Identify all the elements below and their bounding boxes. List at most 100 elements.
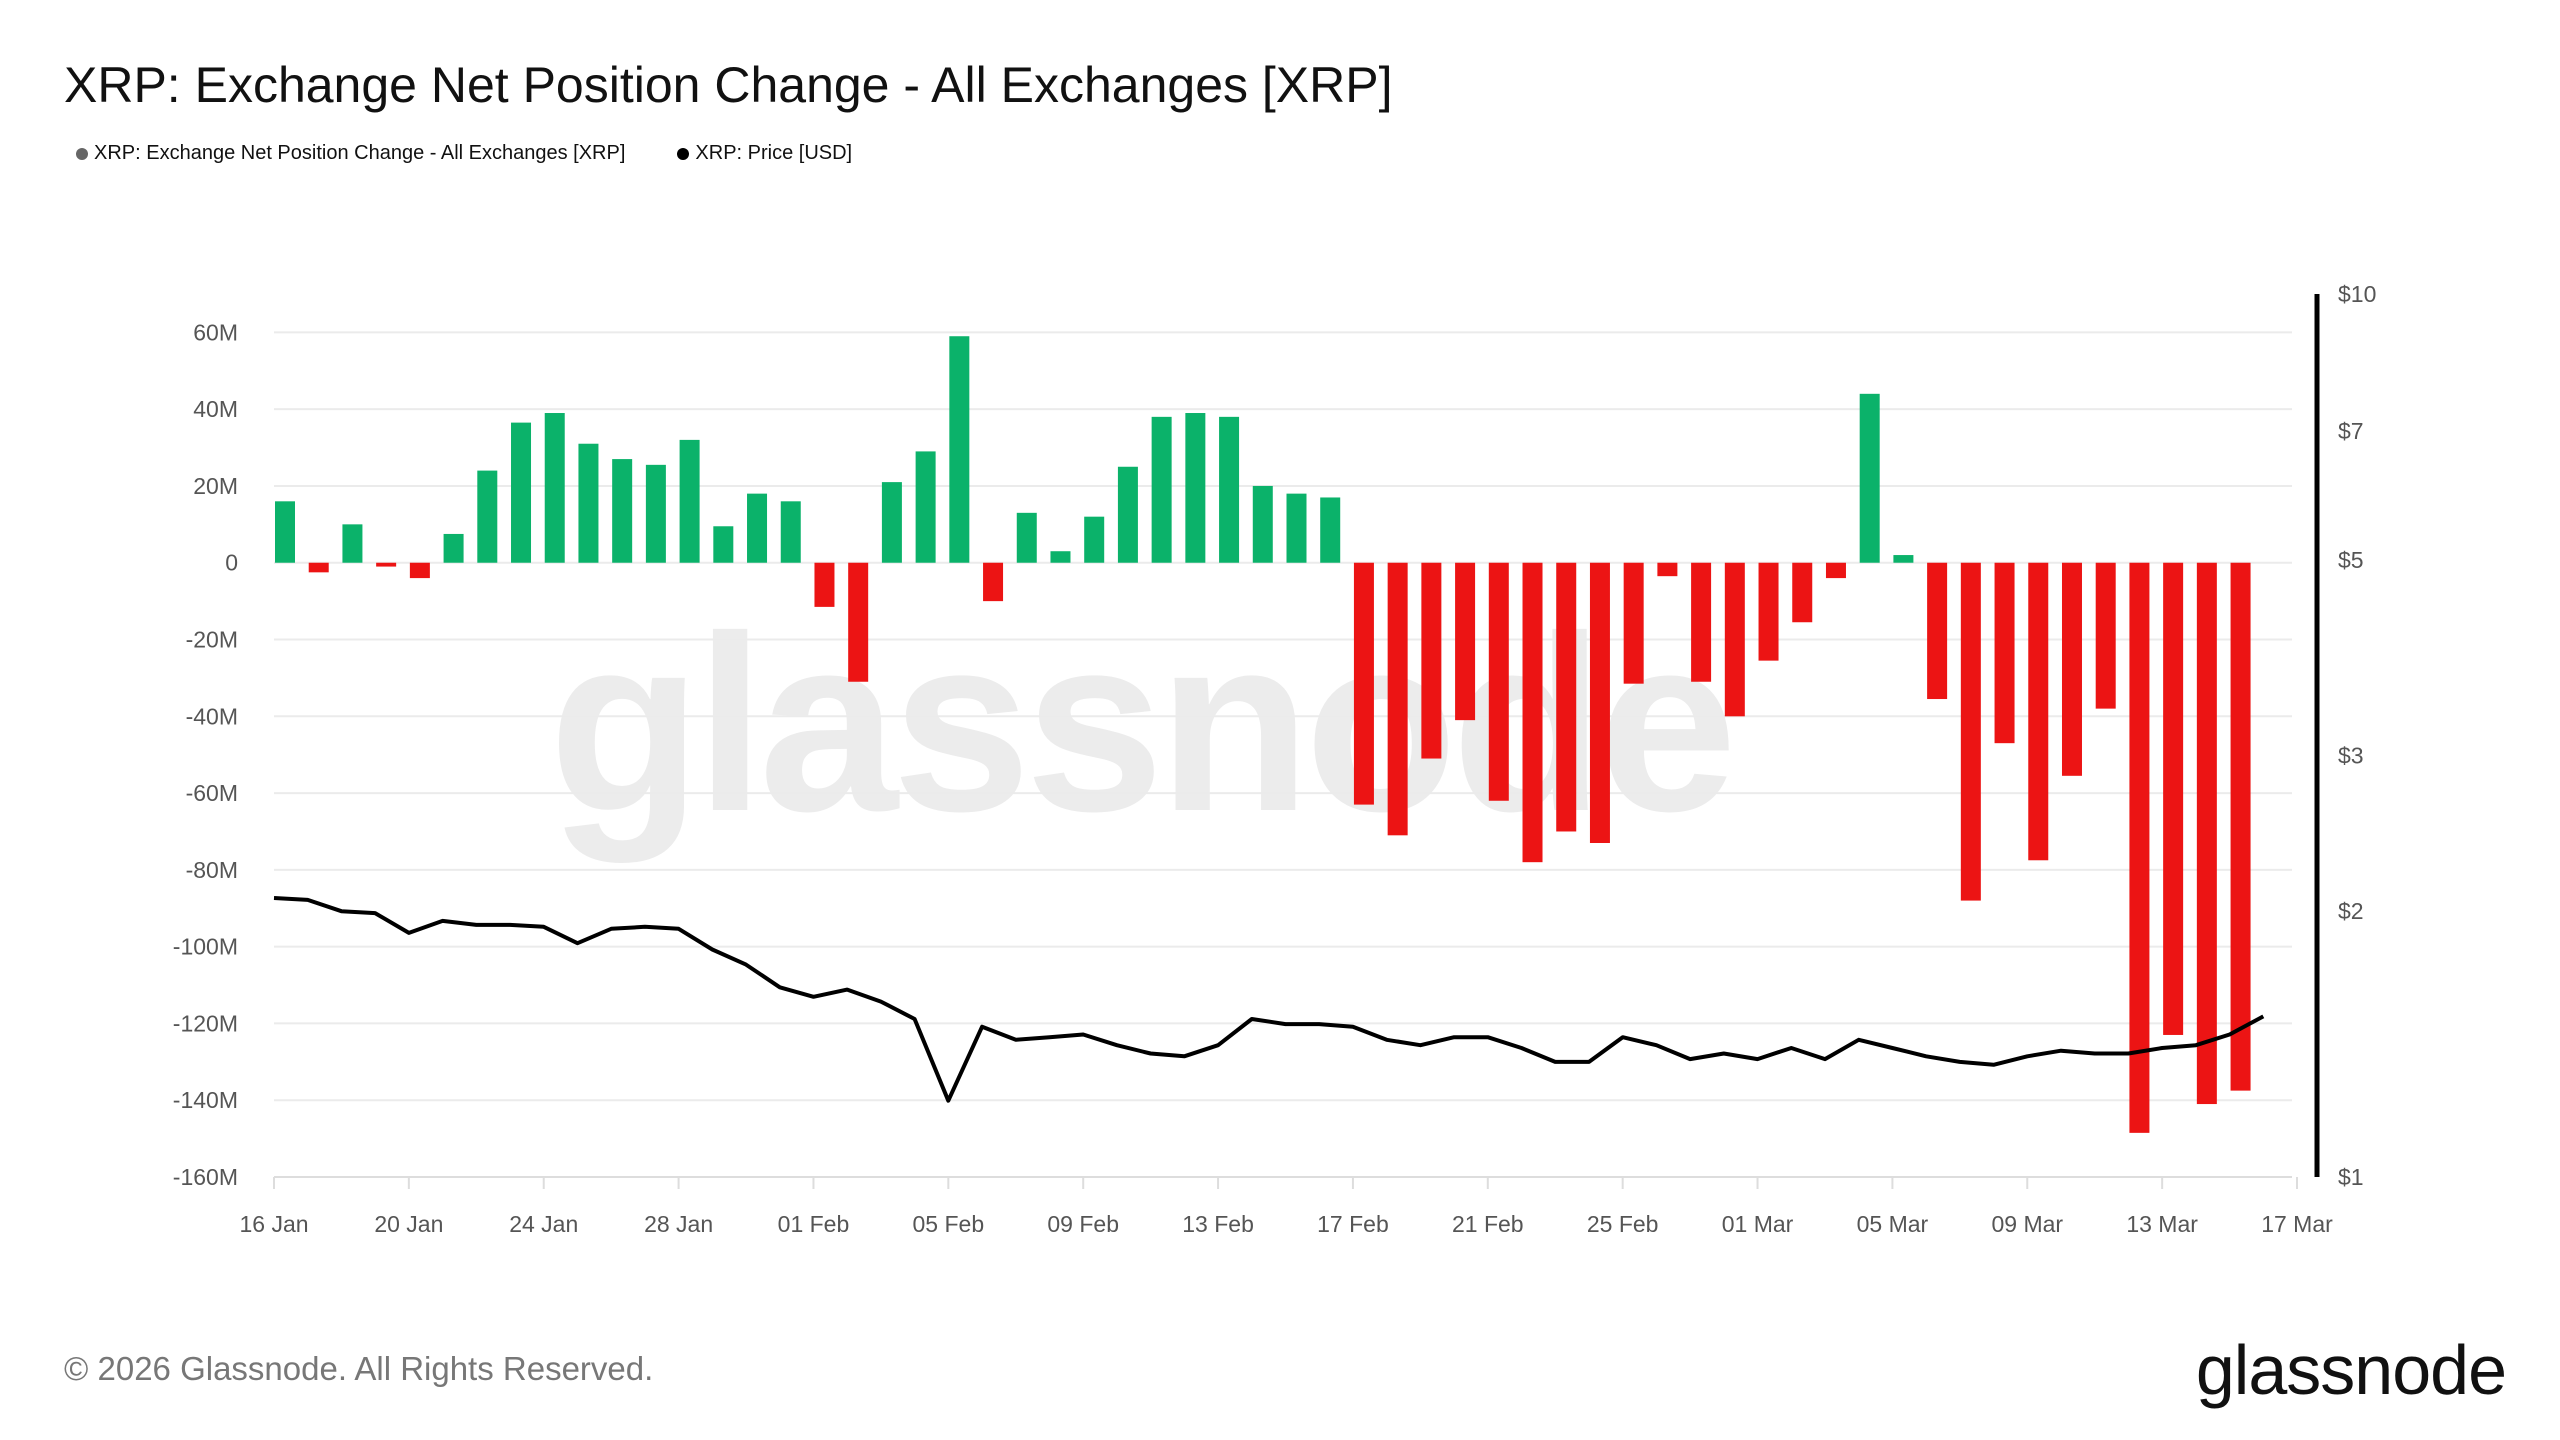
copyright: © 2026 Glassnode. All Rights Reserved. [64, 1350, 654, 1387]
bar-14-mar[interactable] [2196, 562, 2217, 1105]
bar-28-feb[interactable] [1724, 562, 1745, 717]
bar-04-mar[interactable] [1859, 393, 1880, 563]
x-tick-label: 28 Jan [644, 1211, 713, 1237]
left-tick-label: -20M [186, 627, 238, 653]
bar-06-mar[interactable] [1927, 562, 1948, 700]
left-tick-label: -140M [173, 1087, 238, 1113]
bar-15-mar[interactable] [2230, 562, 2251, 1091]
bar-10-mar[interactable] [2061, 562, 2082, 776]
bar-17-feb[interactable] [1353, 562, 1374, 805]
left-tick-label: 40M [193, 396, 238, 422]
bar-04-feb[interactable] [915, 451, 936, 563]
right-tick-label: $10 [2338, 281, 2376, 307]
bar-22-feb[interactable] [1522, 562, 1543, 863]
right-tick-label: $1 [2338, 1164, 2364, 1190]
bar-14-feb[interactable] [1252, 485, 1273, 563]
price-line[interactable] [273, 896, 2265, 1103]
legend-item-price[interactable]: XRP: Price [USD] [677, 142, 852, 165]
left-tick-label: 20M [193, 473, 238, 499]
bar-21-jan[interactable] [443, 533, 464, 563]
left-tick-label: -100M [173, 934, 238, 960]
bar-21-feb[interactable] [1488, 562, 1509, 801]
bar-30-jan[interactable] [747, 493, 768, 563]
bar-08-mar[interactable] [1994, 562, 2015, 744]
x-tick-label: 13 Feb [1182, 1211, 1254, 1237]
bar-20-jan[interactable] [409, 562, 430, 579]
bar-08-feb[interactable] [1050, 551, 1071, 563]
right-tick-label: $5 [2338, 547, 2364, 573]
bar-29-jan[interactable] [713, 526, 734, 563]
bar-03-mar[interactable] [1825, 562, 1846, 579]
left-tick-label: -160M [173, 1164, 238, 1190]
bar-22-jan[interactable] [477, 470, 498, 563]
legend-item-net-position[interactable]: XRP: Exchange Net Position Change - All … [76, 142, 625, 165]
bar-24-jan[interactable] [544, 413, 565, 563]
bar-17-jan[interactable] [308, 562, 329, 573]
x-tick-label: 05 Feb [913, 1211, 985, 1237]
bar-20-feb[interactable] [1455, 562, 1476, 721]
left-tick-label: -120M [173, 1010, 238, 1036]
x-tick-label: 09 Feb [1047, 1211, 1119, 1237]
bar-09-mar[interactable] [2028, 562, 2049, 861]
bar-05-feb[interactable] [949, 336, 970, 563]
bar-06-feb[interactable] [983, 562, 1004, 602]
bar-11-mar[interactable] [2095, 562, 2116, 709]
right-tick-label: $7 [2338, 418, 2364, 444]
bar-18-jan[interactable] [342, 524, 363, 563]
left-tick-label: 60M [193, 319, 238, 345]
bar-07-mar[interactable] [1960, 562, 1981, 901]
x-tick-label: 17 Mar [2261, 1211, 2333, 1237]
bar-10-feb[interactable] [1117, 466, 1138, 563]
x-tick-label: 24 Jan [509, 1211, 578, 1237]
chart-title: XRP: Exchange Net Position Change - All … [64, 57, 1393, 113]
bar-31-jan[interactable] [780, 501, 801, 563]
legend: XRP: Exchange Net Position Change - All … [76, 142, 852, 165]
legend-label: XRP: Exchange Net Position Change - All … [94, 142, 626, 164]
bar-11-feb[interactable] [1151, 416, 1172, 563]
legend-dot-icon [76, 147, 88, 160]
bar-16-jan[interactable] [275, 501, 295, 563]
legend-dot-icon [677, 147, 690, 160]
bar-25-feb[interactable] [1623, 562, 1644, 684]
bar-27-feb[interactable] [1691, 562, 1712, 682]
bar-16-feb[interactable] [1320, 497, 1341, 563]
bar-02-feb[interactable] [848, 562, 869, 682]
bar-12-feb[interactable] [1185, 413, 1206, 563]
bar-25-jan[interactable] [578, 443, 599, 563]
bar-26-jan[interactable] [612, 459, 633, 563]
bar-23-feb[interactable] [1556, 562, 1577, 832]
left-tick-label: 0 [225, 550, 238, 576]
glassnode-logo: glassnode [2195, 1331, 2507, 1409]
bar-26-feb[interactable] [1657, 562, 1678, 577]
bar-18-feb[interactable] [1387, 562, 1408, 836]
x-tick-label: 21 Feb [1452, 1211, 1524, 1237]
bar-23-jan[interactable] [511, 422, 532, 563]
bar-05-mar[interactable] [1893, 555, 1914, 563]
bar-02-mar[interactable] [1792, 562, 1813, 623]
bar-09-feb[interactable] [1084, 516, 1105, 563]
bar-07-feb[interactable] [1016, 512, 1037, 563]
bar-19-jan[interactable] [376, 562, 397, 567]
bar-19-feb[interactable] [1421, 562, 1442, 759]
x-tick-label: 05 Mar [1857, 1211, 1929, 1237]
bar-27-jan[interactable] [645, 464, 666, 563]
x-tick-label: 09 Mar [1991, 1211, 2063, 1237]
left-tick-label: -40M [186, 703, 238, 729]
bar-13-feb[interactable] [1219, 416, 1240, 563]
bar-01-mar[interactable] [1758, 562, 1779, 661]
x-tick-label: 25 Feb [1587, 1211, 1659, 1237]
x-tick-label: 01 Mar [1722, 1211, 1794, 1237]
bar-15-feb[interactable] [1286, 493, 1307, 563]
bar-01-feb[interactable] [814, 562, 835, 607]
x-tick-label: 01 Feb [778, 1211, 850, 1237]
chart: glassnode 60M 40M 20M 0 -20M -40M -60M -80M -100… [173, 281, 2377, 1237]
bar-12-mar[interactable] [2129, 562, 2150, 1133]
bar-13-mar[interactable] [2163, 562, 2184, 1035]
x-tick-label: 20 Jan [374, 1211, 443, 1237]
bar-24-feb[interactable] [1589, 562, 1610, 843]
x-tick-label: 16 Jan [239, 1211, 308, 1237]
bar-03-feb[interactable] [881, 482, 902, 563]
bar-28-jan[interactable] [679, 439, 700, 563]
left-tick-label: -60M [186, 780, 238, 806]
legend-label: XRP: Price [USD] [695, 142, 853, 164]
